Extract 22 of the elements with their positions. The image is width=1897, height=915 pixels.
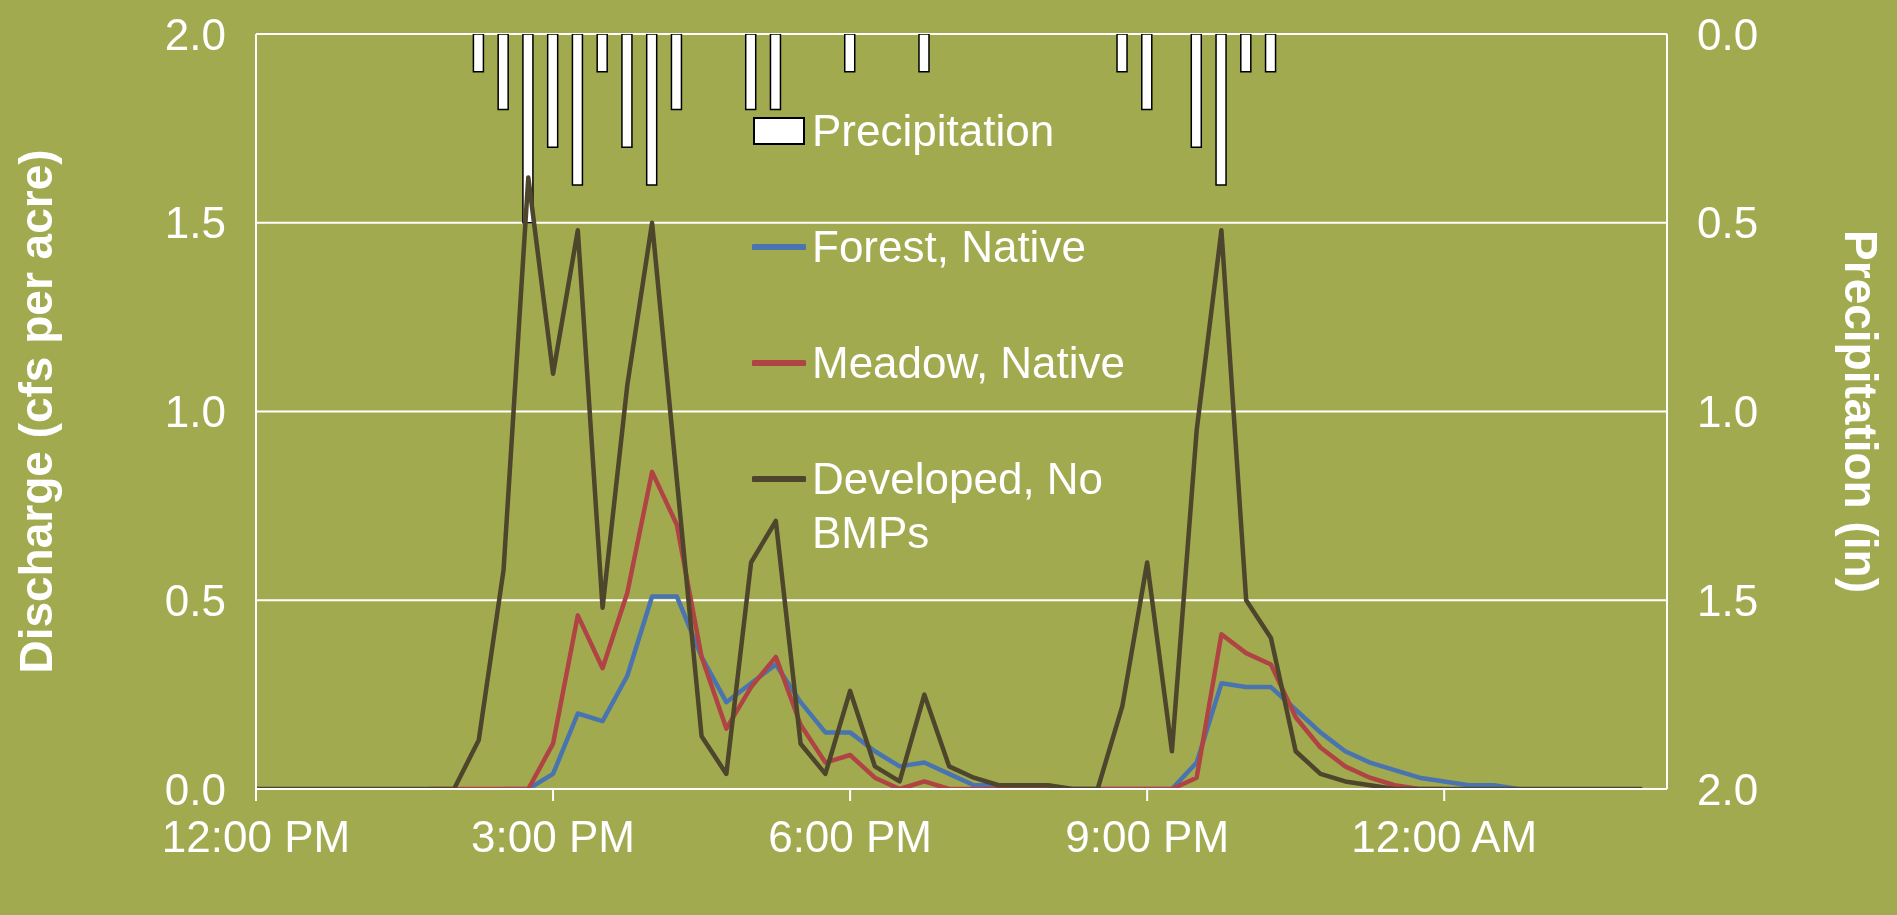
x-tick-label: 12:00 PM <box>161 812 351 862</box>
y2-axis-title: Precipitation (in) <box>1834 230 1887 593</box>
y2-tick-label: 0.5 <box>1697 198 1759 248</box>
y2-tick-label: 2.0 <box>1697 764 1759 814</box>
line-series <box>256 175 1645 789</box>
y2-tick-label: 0.0 <box>1697 9 1759 59</box>
y-tick-label: 0.5 <box>164 575 226 625</box>
legend-label: Meadow, Native <box>812 337 1126 389</box>
y-tick-label: 2.0 <box>164 9 226 59</box>
x-tick-label: 9:00 PM <box>1065 812 1230 862</box>
y-tick-label: 0.0 <box>164 764 226 814</box>
x-tick-label: 3:00 PM <box>471 812 635 862</box>
y2-tick-label: 1.5 <box>1697 575 1759 625</box>
legend-label: Developed, No BMPs <box>812 453 1105 559</box>
y-axis-title: Discharge (cfs per acre) <box>10 149 63 674</box>
legend-label: Forest, Native <box>812 221 1086 273</box>
y-tick-label: 1.5 <box>164 198 226 248</box>
x-tick-label: 6:00 PM <box>768 812 933 862</box>
y-tick-label: 1.0 <box>164 387 226 437</box>
x-tick-label: 12:00 AM <box>1351 812 1538 862</box>
y2-tick-label: 1.0 <box>1697 387 1759 437</box>
legend-label: Precipitation <box>812 105 1055 157</box>
